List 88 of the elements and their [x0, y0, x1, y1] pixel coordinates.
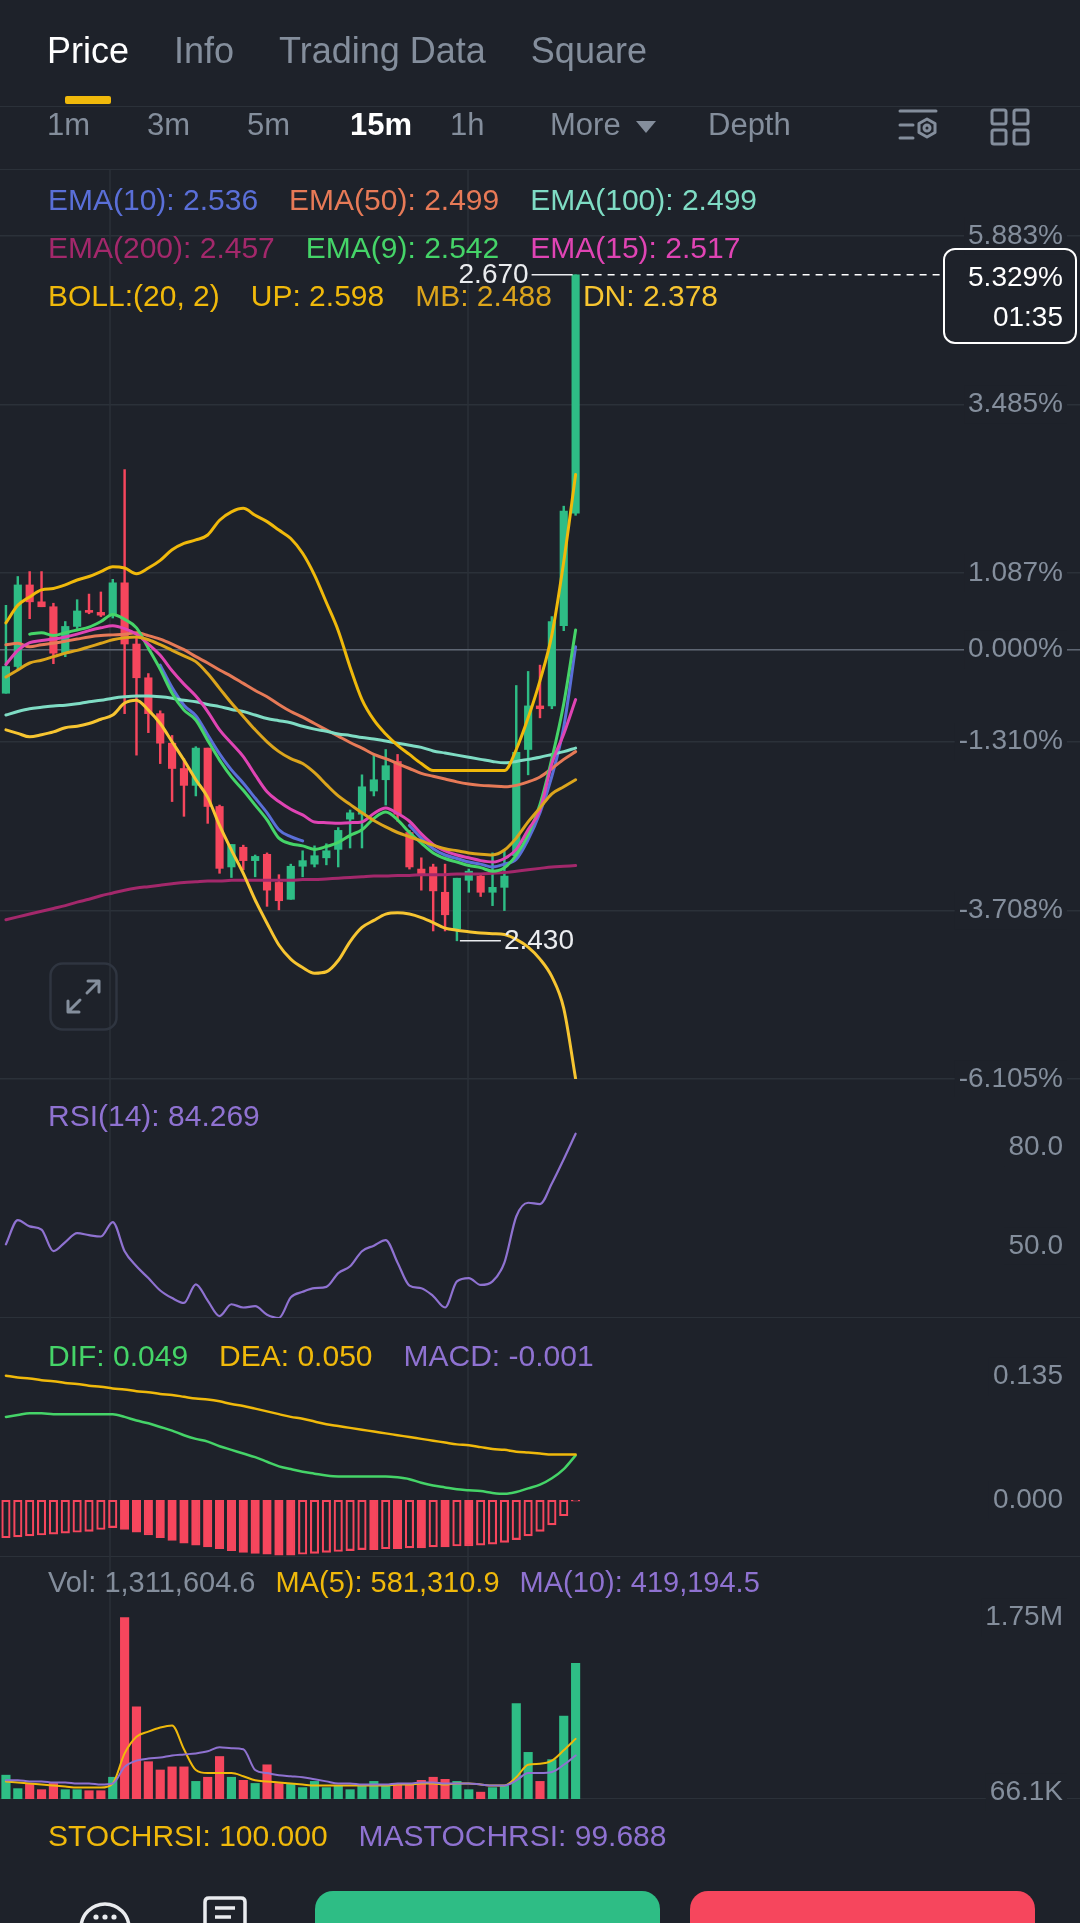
bar [25, 1783, 35, 1799]
bar [36, 1789, 47, 1799]
line-series [4, 1746, 577, 1787]
text: 1m [47, 107, 91, 144]
annotation: Vol: 1,311,604.6 [48, 1565, 256, 1599]
bar [511, 1703, 521, 1799]
bar [167, 1766, 177, 1799]
bar [559, 1715, 569, 1799]
y-tick-label: -6.105% [958, 1061, 1063, 1093]
bar [120, 1617, 130, 1799]
series-label: DEA: 0.050 [219, 1339, 373, 1373]
y-tick-label: 1.087% [968, 555, 1063, 587]
bar [286, 1783, 296, 1799]
bar [476, 1791, 486, 1799]
bar [143, 1761, 153, 1799]
text: EMA(10): 2.536 [48, 183, 259, 217]
series-label: DIF: 0.049 [48, 1339, 189, 1373]
text: Square [530, 29, 647, 73]
bar [345, 1789, 355, 1799]
text: EMA(9): 2.542 [305, 231, 500, 264]
text: EMA(100): 2.499 [530, 183, 758, 217]
y-tick-label: -3.708% [958, 893, 1063, 925]
bar [238, 1780, 248, 1799]
bar [298, 1787, 308, 1799]
bar [535, 1781, 545, 1799]
y-tick-label: 1.75M [985, 1600, 1063, 1632]
y-tick-label: 5.883% [968, 218, 1063, 250]
text: MASTOCHRSI: 99.688 [358, 1819, 667, 1853]
annotation: 5.329% [968, 260, 1063, 292]
text: MA(10): 419,194.5 [519, 1565, 760, 1599]
bar [191, 1781, 201, 1799]
candlestick [298, 850, 307, 878]
bar [571, 1662, 581, 1799]
bar [60, 1789, 70, 1799]
line-series [4, 694, 578, 765]
line-series [4, 1411, 577, 1496]
line-series [4, 473, 578, 773]
line-series [4, 631, 578, 789]
bar [131, 1706, 142, 1799]
y-tick-label: 0.000% [968, 632, 1063, 664]
y-tick-label: -1.310% [958, 724, 1063, 756]
y-tick-label: 66.1K [989, 1774, 1064, 1806]
line-series [4, 1374, 577, 1456]
bar [487, 1787, 498, 1799]
text: 3m [147, 107, 191, 144]
text: 1h [450, 107, 485, 144]
line-series [4, 1724, 577, 1789]
bar [155, 1769, 165, 1799]
text: Info [174, 29, 235, 73]
bar [72, 1789, 82, 1799]
bar [214, 1756, 225, 1799]
text: EMA(15): 2.517 [530, 231, 741, 265]
line-series [4, 698, 578, 1079]
candlestick [37, 571, 46, 608]
bar [321, 1787, 331, 1799]
text: 5m [247, 107, 291, 144]
text: EMA(50): 2.499 [289, 183, 500, 217]
bar [464, 1789, 474, 1799]
y-tick-label: 80.0 [1008, 1130, 1063, 1162]
y-tick-label: 0.000 [992, 1482, 1063, 1514]
line-series [4, 864, 578, 922]
text: 15m [350, 107, 413, 144]
y-tick-label: 0.135 [992, 1359, 1063, 1391]
bar [1, 1774, 11, 1799]
bar [250, 1783, 260, 1799]
text: STOCHRSI: 100.000 [48, 1819, 328, 1853]
bar [203, 1776, 213, 1799]
bar [84, 1790, 94, 1799]
text: MA(5): 581,310.9 [275, 1565, 500, 1599]
text: EMA(200): 2.457 [48, 231, 275, 265]
legend-title: BOLL:(20, 2) [48, 279, 220, 313]
y-tick-label: 50.0 [1008, 1228, 1063, 1260]
bar [179, 1766, 189, 1799]
bar [226, 1776, 237, 1799]
text: Price [47, 29, 130, 73]
y-tick-label: 3.485% [968, 387, 1063, 419]
text: DN: 2.378 [582, 279, 719, 313]
bar [13, 1788, 23, 1799]
annotation: MACD: -0.001 [403, 1339, 594, 1373]
text: RSI(14): 84.269 [48, 1099, 260, 1133]
bar [96, 1790, 106, 1799]
annotation: 01:35 [992, 300, 1063, 332]
line-series [4, 1132, 577, 1318]
bar [274, 1783, 284, 1799]
text: Trading Data [279, 29, 486, 73]
text: UP: 2.598 [250, 279, 385, 313]
text: More [550, 107, 621, 144]
text: Depth [708, 107, 791, 144]
